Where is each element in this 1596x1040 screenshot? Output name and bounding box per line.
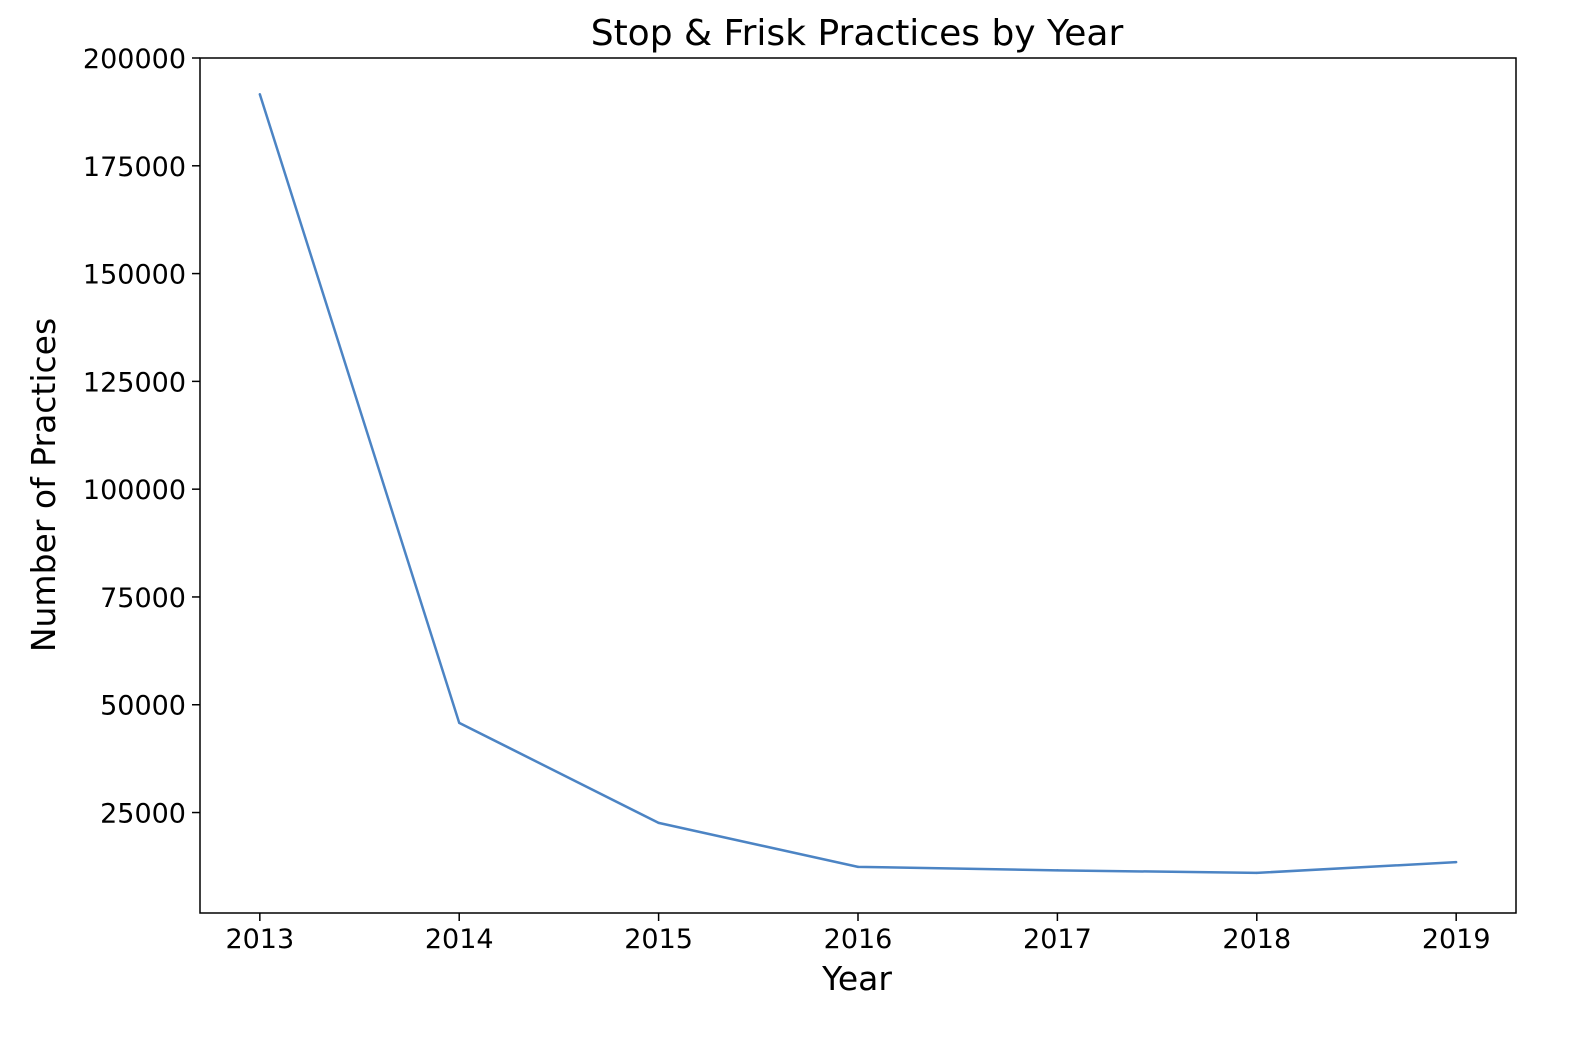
y-tick-label: 150000: [83, 260, 186, 291]
series-layer: [258, 93, 1458, 875]
chart-title: Stop & Frisk Practices by Year: [591, 13, 1124, 54]
data-point: [856, 865, 860, 869]
y-axis-label: Number of Practices: [24, 318, 63, 652]
y-tick-label: 25000: [100, 799, 186, 830]
data-point: [1454, 860, 1458, 864]
y-tick-label: 200000: [83, 44, 186, 75]
y-tick-label: 100000: [83, 475, 186, 506]
x-tick-label: 2019: [1422, 924, 1491, 955]
x-tick-label: 2018: [1222, 924, 1291, 955]
x-tick-label: 2016: [824, 924, 893, 955]
y-tick-label: 75000: [100, 583, 186, 614]
axis-ticks: 2013 2014 2015 2016 2017 2018 2019 25000 50000 75…: [83, 44, 1491, 955]
data-point: [458, 721, 461, 725]
data-point: [1255, 871, 1258, 875]
data-point: [258, 93, 262, 96]
y-tick-label: 175000: [83, 152, 186, 183]
plot-frame: [199, 57, 1517, 914]
x-tick-label: 2015: [624, 924, 693, 955]
y-tick-label: 50000: [100, 691, 186, 722]
data-point: [1056, 869, 1059, 872]
x-tick-label: 2013: [225, 924, 294, 955]
data-point: [657, 821, 660, 825]
x-tick-label: 2014: [425, 924, 494, 955]
x-tick-label: 2017: [1023, 924, 1092, 955]
x-axis-label: Year: [821, 959, 892, 998]
series-line: [258, 93, 1457, 875]
y-tick-label: 125000: [83, 367, 186, 398]
